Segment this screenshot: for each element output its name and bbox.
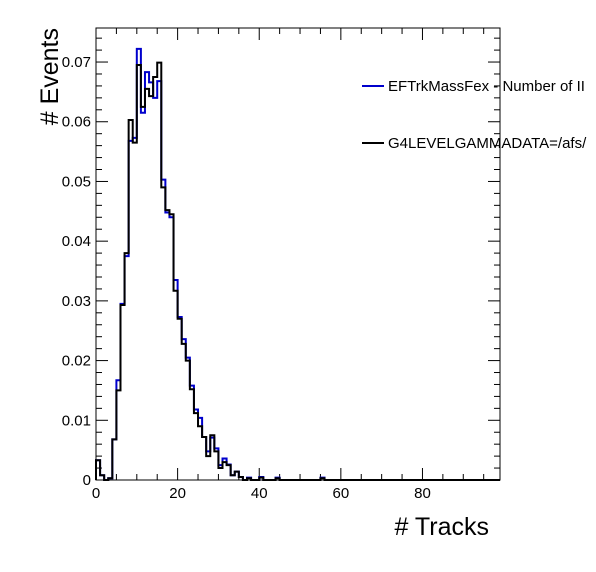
y-tick-label: 0.04 bbox=[62, 233, 91, 250]
x-tick-label: 0 bbox=[92, 485, 100, 502]
plot-frame bbox=[95, 27, 501, 481]
y-axis-title: # Events bbox=[36, 28, 64, 125]
y-tick-label: 0.02 bbox=[62, 353, 91, 370]
axis-ticks bbox=[95, 28, 500, 481]
y-tick-label: 0.03 bbox=[62, 293, 91, 310]
y-tick-label: 0.05 bbox=[62, 173, 91, 190]
y-tick-label: 0.01 bbox=[62, 412, 91, 429]
y-tick-label: 0 bbox=[83, 472, 91, 489]
legend-label-series-1: EFTrkMassFex - Number of II bbox=[388, 78, 585, 95]
x-tick-label: 40 bbox=[251, 485, 268, 502]
legend: EFTrkMassFex - Number of II G4LEVELGAMMA… bbox=[362, 78, 587, 152]
x-tick-label: 80 bbox=[414, 485, 431, 502]
y-tick-label: 0.07 bbox=[62, 54, 91, 71]
tick-labels: 0 20 40 60 80 0 0.01 0.02 0.03 0.04 0.05 0.06 0.07 bbox=[62, 54, 431, 502]
x-axis-title: # Tracks bbox=[395, 513, 489, 541]
x-tick-label: 20 bbox=[169, 485, 186, 502]
y-tick-label: 0.06 bbox=[62, 114, 91, 131]
legend-label-series-2: G4LEVELGAMMADATA=/afs/ bbox=[388, 135, 587, 152]
x-tick-label: 60 bbox=[333, 485, 350, 502]
